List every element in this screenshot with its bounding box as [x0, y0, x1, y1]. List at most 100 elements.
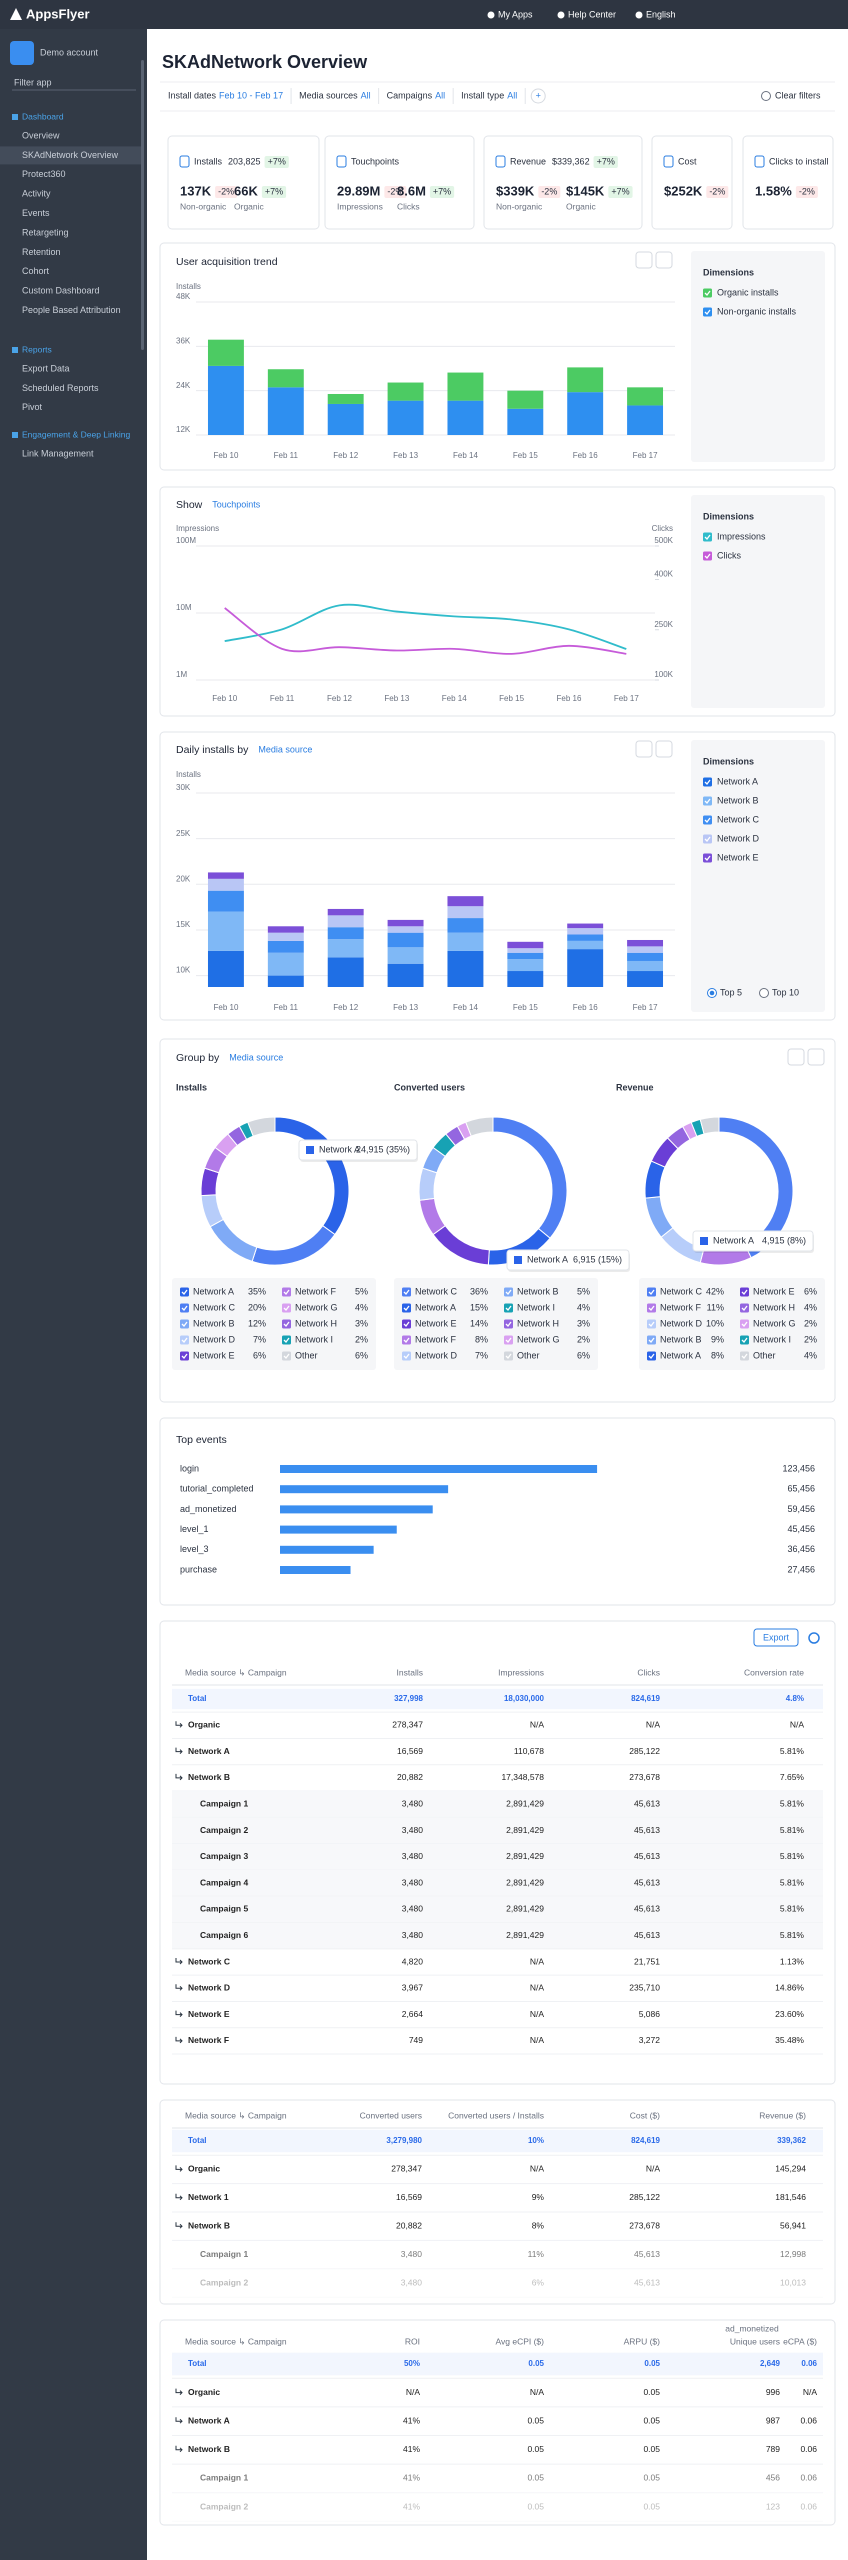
icon-button[interactable]: [655, 251, 673, 269]
legend-checkbox[interactable]: [647, 1319, 656, 1329]
bar-segment: [627, 952, 664, 961]
filter-label[interactable]: Media sources: [299, 90, 358, 100]
legend-checkbox[interactable]: [402, 1351, 411, 1361]
legend-checkbox[interactable]: [180, 1287, 189, 1297]
legend-checkbox[interactable]: [647, 1303, 656, 1313]
legend-checkbox[interactable]: [647, 1351, 656, 1361]
legend-checkbox[interactable]: [703, 777, 712, 787]
legend-checkbox[interactable]: [402, 1335, 411, 1345]
nav-item[interactable]: Cohort: [22, 266, 50, 276]
add-filter-circle: [530, 88, 546, 104]
legend-checkbox[interactable]: [703, 815, 712, 825]
clear-filters[interactable]: Clear filters: [775, 90, 821, 100]
group-selector[interactable]: Media source: [229, 1052, 283, 1062]
filter-value[interactable]: All: [361, 90, 371, 100]
filter-label[interactable]: Install dates: [168, 90, 217, 100]
nav-item[interactable]: Retention: [22, 247, 61, 257]
legend-checkbox[interactable]: [504, 1335, 513, 1345]
kpi-title: Revenue: [510, 156, 546, 166]
check-mark: [505, 1353, 512, 1359]
legend-checkbox[interactable]: [504, 1287, 513, 1297]
legend-checkbox[interactable]: [647, 1335, 656, 1345]
nav-item[interactable]: Events: [22, 208, 50, 218]
legend-checkbox[interactable]: [402, 1319, 411, 1329]
kpi-card: [651, 135, 733, 230]
legend-checkbox[interactable]: [703, 307, 712, 317]
legend-checkbox[interactable]: [282, 1351, 291, 1361]
icon-button[interactable]: [635, 740, 653, 758]
legend-checkbox[interactable]: [504, 1351, 513, 1361]
legend-checkbox[interactable]: [703, 288, 712, 298]
cell: 824,619: [631, 1694, 660, 1703]
cell: 20,882: [396, 2220, 422, 2230]
x-tick-label: Feb 16: [573, 451, 598, 460]
nav-item[interactable]: Custom Dashboard: [22, 286, 100, 296]
nav-item[interactable]: Activity: [22, 189, 51, 199]
legend-checkbox[interactable]: [703, 796, 712, 806]
legend-checkbox[interactable]: [740, 1287, 749, 1297]
filter-value[interactable]: All: [507, 90, 517, 100]
icon-button[interactable]: [655, 740, 673, 758]
legend-checkbox[interactable]: [703, 532, 712, 542]
nav-item[interactable]: SKAdNetwork Overview: [22, 150, 119, 160]
nav-item[interactable]: Overview: [22, 130, 60, 140]
legend-checkbox[interactable]: [180, 1351, 189, 1361]
filter-label[interactable]: Campaigns: [387, 90, 433, 100]
icon-button[interactable]: [635, 251, 653, 269]
cell: 5.81%: [780, 1851, 805, 1861]
filter-value[interactable]: All: [435, 90, 445, 100]
nav-item[interactable]: Link Management: [22, 448, 94, 458]
legend-checkbox[interactable]: [647, 1287, 656, 1297]
legend-label: Network B: [660, 1334, 702, 1344]
legend-checkbox[interactable]: [180, 1303, 189, 1313]
legend-checkbox[interactable]: [703, 834, 712, 844]
legend-checkbox[interactable]: [282, 1287, 291, 1297]
legend-checkbox[interactable]: [402, 1303, 411, 1313]
export-button[interactable]: [753, 1628, 799, 1647]
nav-item[interactable]: People Based Attribution: [22, 305, 121, 315]
add-filter[interactable]: +: [536, 90, 541, 100]
filter-label[interactable]: Install type: [461, 90, 504, 100]
legend-checkbox[interactable]: [180, 1335, 189, 1345]
legend-checkbox[interactable]: [504, 1303, 513, 1313]
legend-checkbox[interactable]: [402, 1287, 411, 1297]
legend-value: 4%: [804, 1302, 817, 1312]
radio[interactable]: [759, 988, 769, 998]
app-icon[interactable]: [10, 41, 34, 65]
bar-segment: [567, 949, 604, 987]
legend-checkbox[interactable]: [740, 1335, 749, 1345]
filter-value[interactable]: Feb 10 - Feb 17: [219, 90, 283, 100]
legend-checkbox[interactable]: [740, 1303, 749, 1313]
legend-checkbox[interactable]: [740, 1351, 749, 1361]
legend-checkbox[interactable]: [180, 1319, 189, 1329]
legend-checkbox[interactable]: [282, 1303, 291, 1313]
cell: 273,678: [629, 2220, 660, 2230]
legend-checkbox[interactable]: [282, 1319, 291, 1329]
nav-item[interactable]: Export Data: [22, 363, 70, 373]
kpi-value: $252K: [664, 183, 703, 198]
cell: N/A: [530, 1720, 545, 1730]
legend-checkbox[interactable]: [282, 1335, 291, 1345]
icon-button[interactable]: [807, 1048, 825, 1066]
nav-item[interactable]: Scheduled Reports: [22, 383, 99, 393]
nav-item[interactable]: Pivot: [22, 402, 43, 412]
legend-checkbox[interactable]: [504, 1319, 513, 1329]
top-link[interactable]: English: [646, 9, 676, 19]
donut-slice: [465, 1116, 494, 1137]
top-link[interactable]: Help Center: [568, 9, 616, 19]
legend-checkbox[interactable]: [703, 853, 712, 863]
legend-checkbox[interactable]: [703, 551, 712, 561]
legend-checkbox[interactable]: [740, 1319, 749, 1329]
chart-selector[interactable]: Touchpoints: [212, 499, 261, 509]
column-header: Converted users / Installs: [448, 2110, 544, 2120]
total-row-bg: [172, 1688, 823, 1710]
nav-item[interactable]: Retargeting: [22, 227, 69, 237]
table-row: Network C 4,820 N/A 21,751 1.13%: [172, 1956, 823, 1976]
icon-button[interactable]: [787, 1048, 805, 1066]
chart-selector[interactable]: Media source: [258, 744, 312, 754]
nav-item[interactable]: Protect360: [22, 169, 66, 179]
settings-icon[interactable]: [808, 1632, 820, 1644]
row-label: Campaign 1: [200, 2473, 248, 2483]
top-link[interactable]: My Apps: [498, 9, 533, 19]
search-input[interactable]: Filter app: [14, 77, 52, 87]
